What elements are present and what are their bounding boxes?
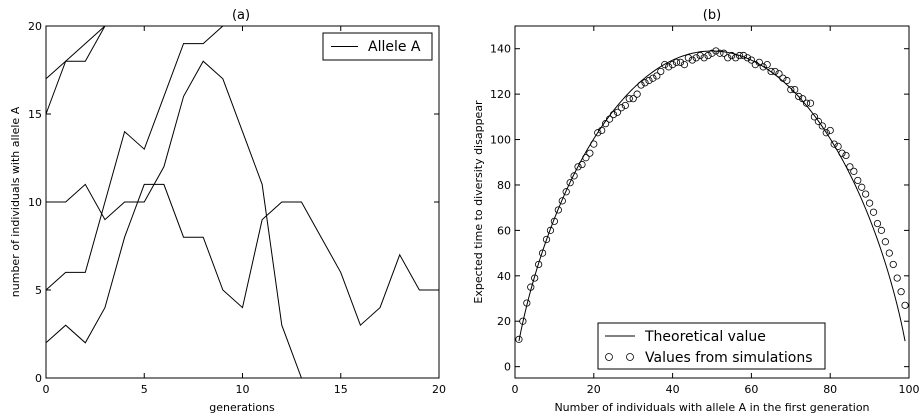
- panel-a-series-lines: [46, 26, 439, 378]
- panel-a-x-axis-label: generations: [209, 401, 275, 414]
- panel-b-y-tick-label: 100: [490, 134, 511, 147]
- panel-a-y-axis-label: number of individuals with allele A: [9, 106, 22, 297]
- panel-a-x-tick-label: 20: [432, 383, 446, 396]
- panel-b-x-tick-label: 40: [666, 383, 680, 396]
- panel-a-y-tick-label: 10: [28, 196, 42, 209]
- panel-a-y-tick-label: 20: [28, 20, 42, 33]
- panel-b: (b) 0 20 40 60 80 100 0 20 40 60 80 100 120 140 Numbe…: [472, 8, 919, 414]
- panel-b-title: (b): [703, 8, 721, 23]
- allele-a-trajectory-4: [46, 26, 223, 290]
- panel-a-y-tick-label: 0: [35, 372, 42, 385]
- panel-a-x-tick-label: 5: [141, 383, 148, 396]
- allele-a-trajectory-2: [46, 26, 105, 114]
- panel-b-y-tick-label: 40: [497, 270, 511, 283]
- panel-b-y-axis-label: Expected time to diversity disappear: [472, 100, 485, 304]
- simulation-point: [859, 184, 865, 190]
- panel-b-y-tick-label: 140: [490, 43, 511, 56]
- panel-a-x-tick-label: 15: [334, 383, 348, 396]
- panel-a-legend: Allele A: [323, 33, 432, 60]
- simulation-point: [870, 209, 876, 215]
- simulation-point: [807, 100, 813, 106]
- simulation-point: [634, 91, 640, 97]
- panel-b-x-tick-label: 80: [823, 383, 837, 396]
- panel-a-y-tick-label: 5: [35, 284, 42, 297]
- allele-a-trajectory-3: [46, 61, 439, 378]
- panel-b-simulation-points: [516, 48, 909, 343]
- panel-a-title: (a): [232, 8, 250, 23]
- panel-b-y-tick-label: 0: [504, 361, 511, 374]
- panel-a-x-tick-label: 0: [43, 383, 50, 396]
- panel-b-y-tick-label: 20: [497, 315, 511, 328]
- panel-a: (a) 0 5 10 15 20 0 5 10 15 20 generations number …: [9, 8, 446, 414]
- simulation-point: [894, 275, 900, 281]
- simulation-point: [587, 150, 593, 156]
- simulation-point: [898, 289, 904, 295]
- legend-label-theoretical: Theoretical value: [644, 329, 766, 345]
- panel-b-theoretical-curve: [519, 51, 905, 341]
- simulation-point: [874, 220, 880, 226]
- simulation-point: [878, 227, 884, 233]
- panel-a-x-tick-label: 10: [236, 383, 250, 396]
- simulation-point: [855, 177, 861, 183]
- panel-b-x-tick-label: 0: [512, 383, 519, 396]
- panel-a-y-tick-label: 15: [28, 108, 42, 121]
- simulation-point: [658, 68, 664, 74]
- panel-a-ticks: 0 5 10 15 20 0 5 10 15 20: [28, 20, 446, 396]
- simulation-point: [886, 250, 892, 256]
- panel-b-y-tick-label: 80: [497, 179, 511, 192]
- simulation-point: [591, 141, 597, 147]
- legend-label-simulations: Values from simulations: [645, 350, 813, 366]
- allele-a-trajectory-5: [46, 184, 439, 342]
- simulation-point: [851, 168, 857, 174]
- legend-label-allele-a: Allele A: [368, 39, 421, 55]
- panel-b-x-tick-label: 60: [744, 383, 758, 396]
- simulation-point: [866, 200, 872, 206]
- panel-b-y-tick-label: 60: [497, 224, 511, 237]
- panel-b-x-tick-label: 20: [587, 383, 601, 396]
- simulation-point: [862, 191, 868, 197]
- allele-a-trajectory-1: [46, 26, 105, 79]
- panel-b-legend: Theoretical value Values from simulation…: [598, 323, 825, 369]
- simulation-point: [882, 239, 888, 245]
- simulation-point: [890, 261, 896, 267]
- simulation-point: [902, 302, 908, 308]
- theoretical-value-line: [519, 51, 905, 341]
- panel-b-y-tick-label: 120: [490, 88, 511, 101]
- panel-b-x-axis-label: Number of individuals with allele A in t…: [554, 401, 869, 414]
- panel-b-x-tick-label: 100: [899, 383, 919, 396]
